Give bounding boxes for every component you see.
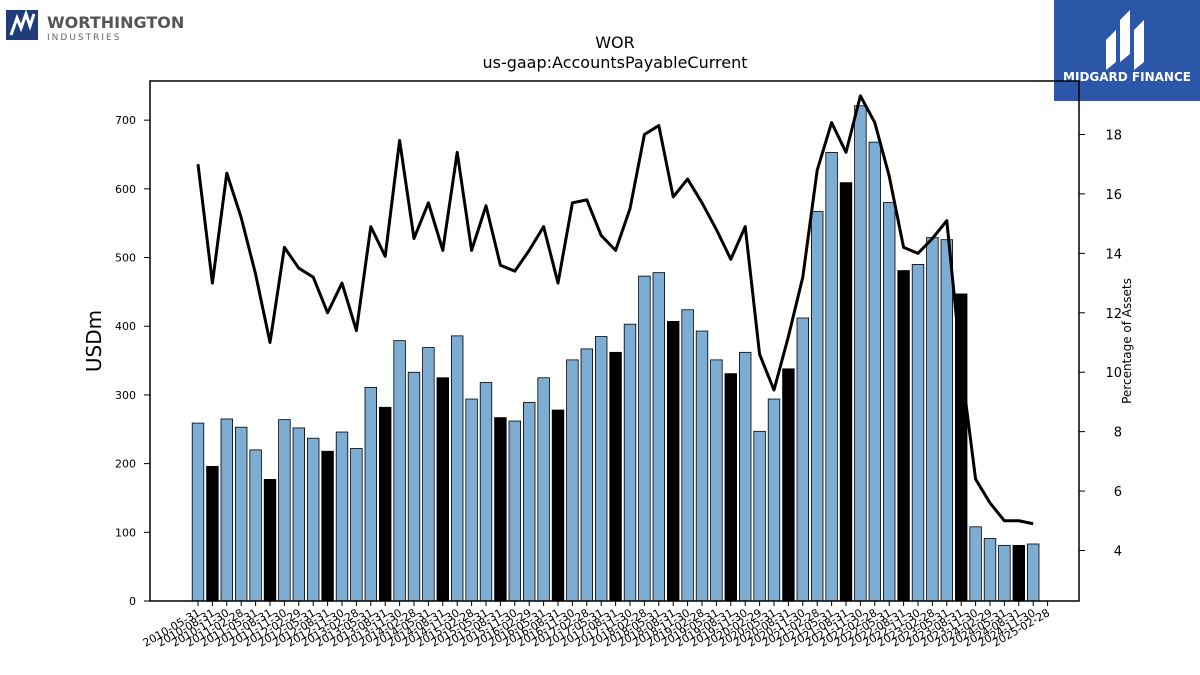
- bar-2013-11-30: [393, 340, 406, 602]
- bar-2012-02-29: [292, 427, 306, 602]
- bar-2014-05-31: [422, 347, 435, 602]
- bar-2011-02-28: [234, 426, 248, 602]
- y-tick-label-300: 300: [115, 389, 136, 402]
- y2-axis-label: Percentage of Assets: [1120, 278, 1134, 404]
- bar-2024-08-31: [1012, 544, 1026, 602]
- midgard-mark-right: [1134, 20, 1144, 70]
- bar-2015-08-31: [494, 417, 507, 602]
- y-tick-label-400: 400: [115, 320, 136, 333]
- y-tick-label-600: 600: [115, 183, 136, 196]
- bar-2016-08-31: [551, 409, 565, 602]
- bar-2021-08-31: [839, 182, 853, 602]
- bar-2018-08-31: [667, 321, 680, 602]
- bar-2024-11-30: [1027, 543, 1040, 602]
- bar-2018-02-28: [638, 275, 651, 602]
- bar-2010-05-31: [191, 422, 205, 602]
- x-axis: 2010-05-312010-08-312010-11-302011-02-28…: [141, 601, 1052, 650]
- y2-tick-label-6: 6: [1114, 485, 1122, 500]
- y-tick-label-0: 0: [129, 595, 136, 608]
- bar-2011-11-30: [278, 419, 291, 602]
- bar-2023-02-28: [926, 237, 939, 602]
- bar-2020-08-31: [782, 368, 795, 602]
- y2-tick-label-4: 4: [1114, 544, 1122, 559]
- bar-2020-05-31: [767, 398, 781, 602]
- midgard-finance-logo: MIDGARD FINANCE: [1054, 0, 1200, 101]
- y-tick-label-200: 200: [115, 458, 136, 471]
- bar-2011-05-31: [249, 449, 262, 602]
- bar-2015-11-30: [508, 420, 522, 602]
- chart-subtitle: us-gaap:AccountsPayableCurrent: [482, 53, 747, 72]
- bar-2013-02-28: [350, 448, 363, 602]
- bar-series: [191, 105, 1040, 602]
- bar-2015-05-31: [479, 382, 493, 602]
- bar-2022-11-30: [911, 264, 925, 602]
- bar-2021-02-28: [811, 211, 824, 602]
- logo-left-sub: INDUSTRIES: [47, 33, 121, 42]
- bar-2021-11-30: [854, 105, 867, 602]
- bar-2016-11-30: [566, 359, 579, 602]
- logo-mark-icon: [9, 9, 36, 36]
- bar-2023-05-31: [940, 239, 954, 602]
- bar-2012-11-30: [335, 431, 349, 602]
- bar-2020-02-29: [753, 430, 766, 602]
- percentage-of-assets-line: [196, 94, 1034, 526]
- bar-2011-08-31: [263, 479, 277, 602]
- bar-2012-05-31: [306, 437, 320, 602]
- y-axis-label: USDm: [82, 310, 106, 372]
- bar-2022-05-31: [883, 202, 896, 602]
- bar-2022-02-28: [868, 141, 882, 602]
- line-series: [196, 94, 1034, 526]
- y-tick-label-100: 100: [115, 526, 136, 539]
- chart-title: WOR: [595, 33, 635, 52]
- bar-2019-08-31: [724, 373, 738, 602]
- y-axis-right: 4 6 8 10 12 14 16 18: [1079, 128, 1122, 559]
- bar-2017-02-28: [580, 348, 594, 602]
- midgard-mark-left: [1106, 30, 1116, 70]
- y2-tick-label-18: 18: [1105, 128, 1122, 143]
- bar-2010-11-30: [220, 418, 234, 602]
- logo-right-name: MIDGARD FINANCE: [1063, 70, 1191, 84]
- worthington-logo-graphic: WORTHINGTON INDUSTRIES: [6, 9, 184, 43]
- y2-tick-label-10: 10: [1105, 366, 1122, 381]
- bar-2017-11-30: [623, 323, 637, 602]
- worthington-logo: WORTHINGTON INDUSTRIES: [6, 8, 196, 43]
- plot-frame: [149, 80, 1080, 602]
- y2-tick-label-14: 14: [1105, 247, 1122, 262]
- bar-2019-05-31: [710, 359, 723, 602]
- bar-2013-05-31: [364, 386, 378, 602]
- bar-2019-11-30: [739, 351, 752, 602]
- bar-2017-05-31: [595, 336, 608, 602]
- bar-2010-08-31: [206, 465, 219, 602]
- y2-tick-label-12: 12: [1105, 307, 1122, 322]
- y-axis-left: 0 100 200 300 400 500 600 700: [115, 114, 150, 608]
- y-tick-label-700: 700: [115, 114, 136, 127]
- y2-tick-label-16: 16: [1105, 188, 1122, 203]
- bar-2018-05-31: [652, 272, 666, 602]
- bar-2015-02-28: [465, 398, 478, 602]
- bar-2024-05-31: [998, 544, 1011, 602]
- bar-2014-11-30: [450, 335, 464, 602]
- bar-2014-08-31: [436, 377, 450, 602]
- bar-2016-05-31: [537, 377, 550, 602]
- midgard-logo-graphic: MIDGARD FINANCE: [1063, 10, 1191, 84]
- bar-2023-11-30: [969, 526, 982, 602]
- midgard-mark-middle: [1120, 10, 1130, 62]
- bar-2021-05-31: [825, 152, 838, 602]
- y-tick-label-500: 500: [115, 252, 136, 265]
- logo-left-name: WORTHINGTON: [47, 13, 184, 32]
- bar-2017-08-31: [609, 351, 622, 602]
- bar-2014-02-28: [407, 371, 421, 602]
- bar-2012-08-31: [321, 450, 334, 602]
- y2-tick-label-8: 8: [1114, 426, 1122, 441]
- bar-2020-11-30: [796, 317, 810, 602]
- bar-2013-08-31: [378, 406, 392, 602]
- bar-2018-11-30: [681, 309, 694, 602]
- bar-2024-02-29: [983, 538, 997, 602]
- bar-2022-08-31: [897, 270, 910, 602]
- bar-2016-02-29: [523, 402, 536, 602]
- bar-2019-02-28: [695, 330, 709, 602]
